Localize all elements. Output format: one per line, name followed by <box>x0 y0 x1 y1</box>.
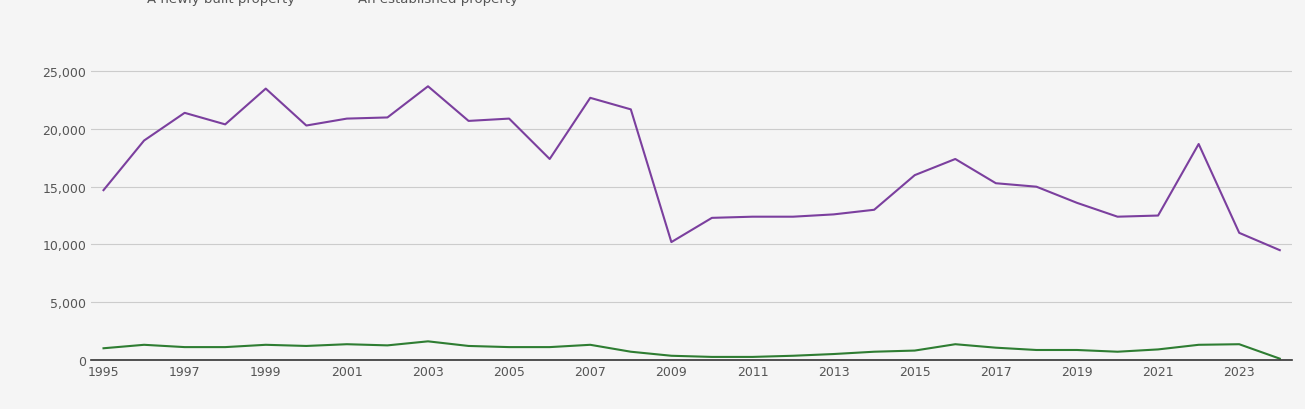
A newly built property <box>1232 342 1248 347</box>
A newly built property <box>1069 348 1084 353</box>
An established property <box>95 188 111 193</box>
An established property <box>988 181 1004 186</box>
An established property <box>867 208 882 213</box>
A newly built property <box>339 342 355 347</box>
A newly built property <box>622 349 638 354</box>
A newly built property <box>542 345 557 350</box>
A newly built property <box>988 345 1004 350</box>
A newly built property <box>95 346 111 351</box>
An established property <box>542 157 557 162</box>
An established property <box>1109 215 1125 220</box>
A newly built property <box>663 353 679 358</box>
A newly built property <box>136 342 151 347</box>
A newly built property <box>947 342 963 347</box>
A newly built property <box>705 355 720 360</box>
A newly built property <box>501 345 517 350</box>
An established property <box>582 96 598 101</box>
Line: An established property: An established property <box>103 87 1280 251</box>
A newly built property <box>582 342 598 347</box>
An established property <box>786 215 801 220</box>
A newly built property <box>1191 342 1207 347</box>
An established property <box>339 117 355 122</box>
A newly built property <box>826 352 842 357</box>
A newly built property <box>1028 348 1044 353</box>
An established property <box>1191 142 1207 147</box>
An established property <box>501 117 517 122</box>
A newly built property <box>1150 347 1165 352</box>
An established property <box>258 87 274 92</box>
An established property <box>622 108 638 112</box>
An established property <box>1232 231 1248 236</box>
A newly built property <box>1109 349 1125 354</box>
A newly built property <box>299 344 315 348</box>
An established property <box>705 216 720 221</box>
An established property <box>218 123 234 128</box>
An established property <box>176 111 192 116</box>
A newly built property <box>867 349 882 354</box>
An established property <box>380 116 395 121</box>
An established property <box>1150 213 1165 218</box>
A newly built property <box>745 355 761 360</box>
An established property <box>663 240 679 245</box>
An established property <box>947 157 963 162</box>
A newly built property <box>176 345 192 350</box>
An established property <box>907 173 923 178</box>
A newly built property <box>218 345 234 350</box>
A newly built property <box>380 343 395 348</box>
A newly built property <box>258 342 274 347</box>
A newly built property <box>907 348 923 353</box>
Line: A newly built property: A newly built property <box>103 342 1280 359</box>
An established property <box>826 212 842 217</box>
An established property <box>420 85 436 90</box>
Legend: A newly built property, An established property: A newly built property, An established p… <box>98 0 523 11</box>
An established property <box>1028 185 1044 190</box>
An established property <box>299 124 315 129</box>
A newly built property <box>786 353 801 358</box>
An established property <box>136 139 151 144</box>
An established property <box>1069 201 1084 206</box>
A newly built property <box>461 344 476 348</box>
An established property <box>461 119 476 124</box>
A newly built property <box>420 339 436 344</box>
A newly built property <box>1272 356 1288 361</box>
An established property <box>1272 248 1288 253</box>
An established property <box>745 215 761 220</box>
